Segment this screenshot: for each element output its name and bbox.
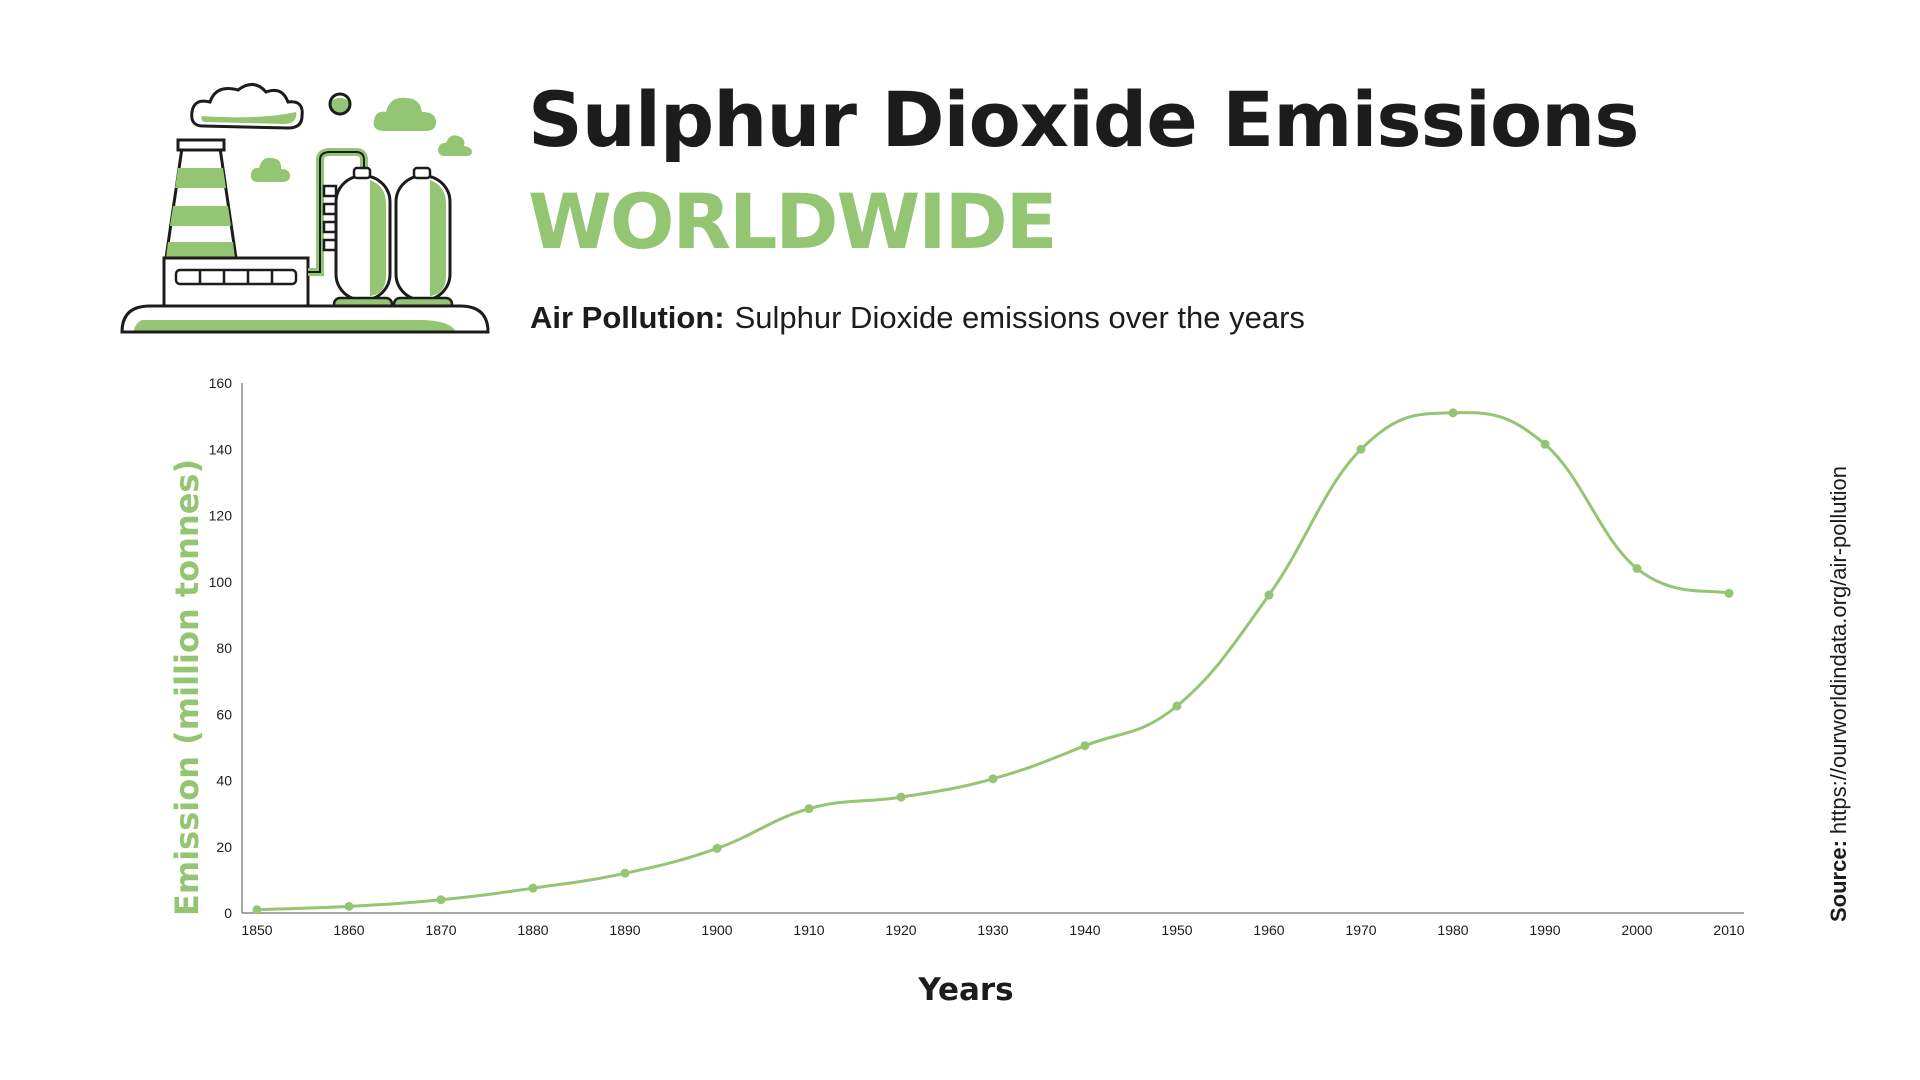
data-point xyxy=(1540,439,1550,449)
page-title-highlight: WORLDWIDE xyxy=(528,177,1058,266)
y-tick-label: 0 xyxy=(224,905,232,921)
x-tick-label: 1960 xyxy=(1253,922,1284,938)
y-axis-title: Emission (million tonnes) xyxy=(168,458,206,916)
y-tick-label: 100 xyxy=(209,574,233,590)
subtitle-label: Air Pollution: xyxy=(530,300,725,335)
source-label: Source: xyxy=(1826,840,1851,922)
data-point xyxy=(896,792,906,802)
data-point xyxy=(1264,590,1274,600)
data-point xyxy=(436,895,446,905)
x-tick-label: 1950 xyxy=(1161,922,1192,938)
data-point xyxy=(1448,408,1458,418)
subtitle: Air Pollution: Sulphur Dioxide emissions … xyxy=(530,302,1305,333)
x-tick-label: 1900 xyxy=(701,922,732,938)
data-point xyxy=(344,901,354,911)
y-tick-label: 80 xyxy=(216,640,232,656)
x-tick-label: 1850 xyxy=(241,922,272,938)
x-tick-label: 1920 xyxy=(885,922,916,938)
page-title: Sulphur Dioxide Emissions xyxy=(528,75,1640,164)
x-tick-label: 1990 xyxy=(1529,922,1560,938)
x-tick-label: 1910 xyxy=(793,922,824,938)
data-point xyxy=(620,868,630,878)
data-point xyxy=(1724,588,1734,598)
data-point xyxy=(252,905,262,915)
x-tick-label: 1930 xyxy=(977,922,1008,938)
data-point xyxy=(1632,564,1642,573)
data-point xyxy=(528,883,538,893)
x-tick-label: 1970 xyxy=(1345,922,1376,938)
x-tick-label: 1890 xyxy=(609,922,640,938)
data-point xyxy=(1080,741,1090,751)
series-line xyxy=(256,411,1730,912)
x-axis-title: Years xyxy=(918,972,1014,1008)
data-point xyxy=(804,804,814,814)
x-tick-label: 1940 xyxy=(1069,922,1100,938)
data-point xyxy=(1172,701,1182,711)
y-tick-label: 120 xyxy=(209,508,233,524)
factory-icon xyxy=(120,83,490,334)
source-note: Source: https://ourworldindata.org/air-po… xyxy=(1826,466,1852,922)
x-tick-label: 2000 xyxy=(1621,922,1652,938)
x-tick-label: 1860 xyxy=(333,922,364,938)
subtitle-text: Sulphur Dioxide emissions over the years xyxy=(734,300,1305,335)
x-tick-label: 1870 xyxy=(425,922,456,938)
x-tick-label: 2010 xyxy=(1713,922,1744,938)
data-point xyxy=(1356,444,1366,454)
y-tick-label: 40 xyxy=(216,773,232,789)
y-tick-label: 60 xyxy=(216,706,232,722)
y-tick-label: 160 xyxy=(209,375,233,391)
y-tick-label: 20 xyxy=(216,839,232,855)
y-tick-label: 140 xyxy=(209,441,233,457)
data-point xyxy=(988,774,998,784)
data-point xyxy=(712,843,722,853)
source-url: https://ourworldindata.org/air-pollution xyxy=(1826,465,1851,835)
x-tick-label: 1980 xyxy=(1437,922,1468,938)
x-tick-label: 1880 xyxy=(517,922,548,938)
